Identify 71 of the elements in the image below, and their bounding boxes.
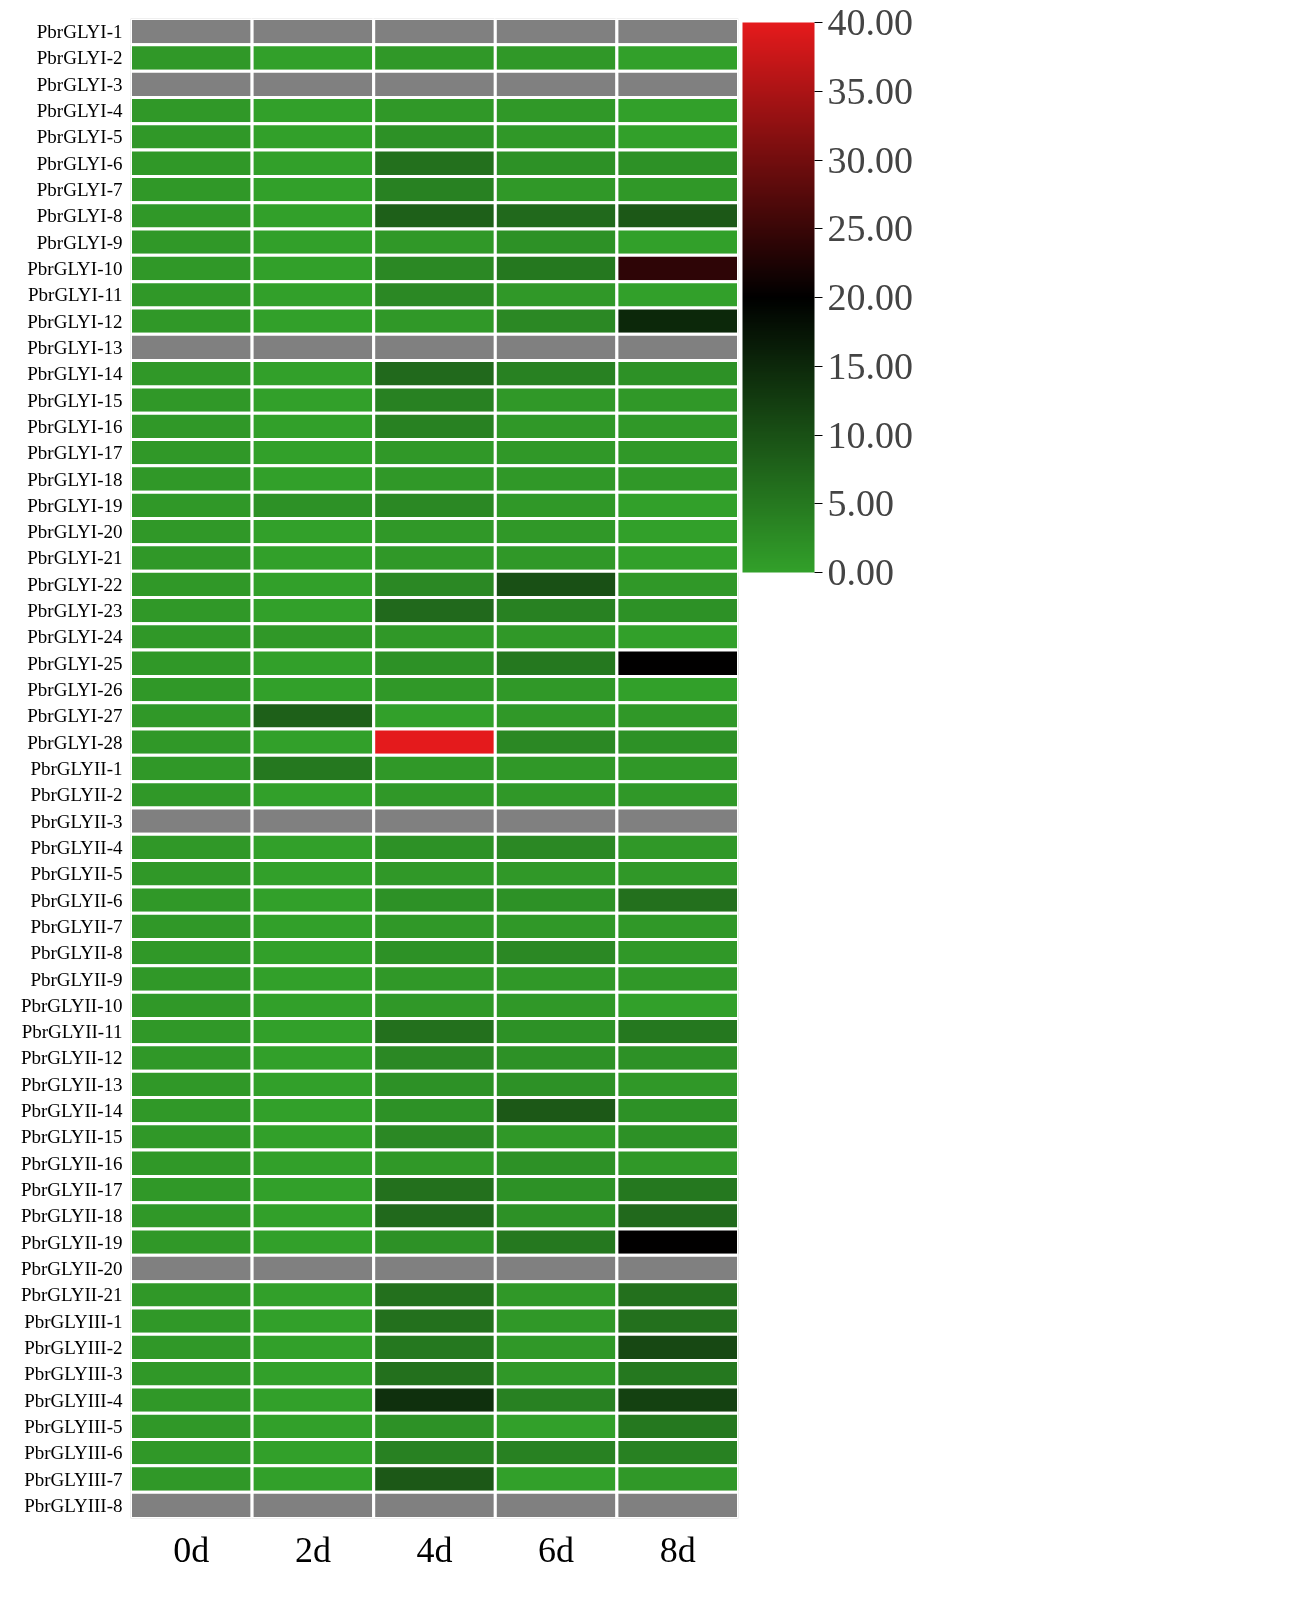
y-tick-label: PbrGLYII-9 <box>30 968 123 990</box>
y-tick-label: PbrGLYI-7 <box>36 179 123 201</box>
y-tick-label: PbrGLYII-1 <box>30 758 123 779</box>
color-bar-label: 40.00 <box>827 1 913 43</box>
y-tick-label: PbrGLYIII-3 <box>24 1363 123 1385</box>
y-tick-label: PbrGLYII-3 <box>30 810 123 832</box>
y-tick-label: PbrGLYII-16 <box>20 1152 123 1174</box>
y-tick-label: PbrGLYIII-6 <box>24 1442 123 1464</box>
y-tick-label: PbrGLYI-9 <box>36 231 123 253</box>
y-tick-label: PbrGLYI-26 <box>27 679 123 701</box>
y-tick-label: PbrGLYII-18 <box>20 1205 123 1227</box>
y-tick-label: PbrGLYI-20 <box>27 521 123 543</box>
y-tick-label: PbrGLYII-5 <box>30 863 123 885</box>
color-bar-label: 15.00 <box>827 344 913 387</box>
color-bar-label: 10.00 <box>827 413 913 456</box>
y-tick-label: PbrGLYII-12 <box>20 1047 123 1069</box>
color-bar-label: 30.00 <box>827 138 913 181</box>
color-bar-label: 25.00 <box>827 207 913 250</box>
y-tick-label: PbrGLYIII-2 <box>24 1336 123 1358</box>
y-tick-label: PbrGLYI-8 <box>36 205 123 227</box>
y-tick-label: PbrGLYII-13 <box>20 1073 123 1095</box>
x-tick-label: 2d <box>294 1529 331 1570</box>
y-tick-label: PbrGLYI-25 <box>27 652 123 674</box>
y-tick-label: PbrGLYII-7 <box>30 915 123 937</box>
y-tick-label: PbrGLYI-1 <box>36 21 123 43</box>
y-tick-label: PbrGLYI-12 <box>27 310 123 332</box>
y-tick-label: PbrGLYIII-1 <box>24 1310 123 1332</box>
y-tick-label: PbrGLYII-20 <box>20 1258 123 1279</box>
y-tick-label: PbrGLYII-19 <box>20 1231 123 1253</box>
y-tick-label: PbrGLYII-11 <box>21 1021 123 1043</box>
y-tick-label: PbrGLYI-4 <box>36 100 123 122</box>
x-tick-label: 4d <box>416 1529 453 1570</box>
y-tick-label: PbrGLYI-11 <box>28 284 123 306</box>
color-bar-label: 20.00 <box>827 276 913 318</box>
y-tick-label: PbrGLYII-17 <box>20 1179 123 1201</box>
y-tick-label: PbrGLYI-27 <box>27 705 123 727</box>
y-tick-label: PbrGLYI-13 <box>27 336 123 358</box>
y-tick-label: PbrGLYI-18 <box>27 468 123 490</box>
y-tick-label: PbrGLYI-23 <box>27 600 123 622</box>
y-tick-label: PbrGLYIII-4 <box>24 1389 123 1411</box>
y-tick-label: PbrGLYIII-7 <box>24 1468 123 1490</box>
y-tick-label: PbrGLYI-14 <box>27 363 123 385</box>
y-tick-label: PbrGLYI-22 <box>27 573 123 595</box>
y-tick-label: PbrGLYI-19 <box>27 494 123 516</box>
y-tick-label: PbrGLYI-21 <box>27 547 123 569</box>
x-tick-label: 6d <box>538 1529 575 1570</box>
y-tick-label: PbrGLYI-6 <box>36 152 123 174</box>
y-tick-label: PbrGLYI-2 <box>36 47 123 69</box>
y-tick-label: PbrGLYI-3 <box>36 73 123 95</box>
x-tick-label: 0d <box>173 1529 210 1570</box>
y-tick-label: PbrGLYI-15 <box>27 389 123 411</box>
y-tick-label: PbrGLYII-15 <box>20 1126 123 1148</box>
y-tick-label: PbrGLYII-10 <box>20 994 123 1016</box>
y-tick-label: PbrGLYIII-8 <box>24 1494 123 1516</box>
x-tick-label: 8d <box>659 1529 696 1570</box>
color-bar-label: 5.00 <box>827 482 894 525</box>
y-tick-label: PbrGLYI-5 <box>36 126 123 148</box>
y-tick-label: PbrGLYII-21 <box>20 1284 123 1306</box>
y-tick-label: PbrGLYIII-5 <box>24 1415 123 1437</box>
y-tick-label: PbrGLYII-8 <box>30 942 123 964</box>
y-tick-label: PbrGLYI-28 <box>27 731 123 753</box>
y-tick-label: PbrGLYII-2 <box>30 784 123 806</box>
y-tick-label: PbrGLYII-14 <box>20 1100 123 1122</box>
y-tick-label: PbrGLYI-24 <box>27 626 123 648</box>
y-tick-label: PbrGLYII-4 <box>30 836 123 858</box>
y-tick-label: PbrGLYII-6 <box>30 889 123 911</box>
y-tick-label: PbrGLYI-10 <box>27 258 123 279</box>
color-bar-label: 35.00 <box>827 69 913 112</box>
color-bar-label: 0.00 <box>827 551 894 593</box>
y-tick-label: PbrGLYI-16 <box>27 415 123 437</box>
y-tick-label: PbrGLYI-17 <box>27 442 123 464</box>
